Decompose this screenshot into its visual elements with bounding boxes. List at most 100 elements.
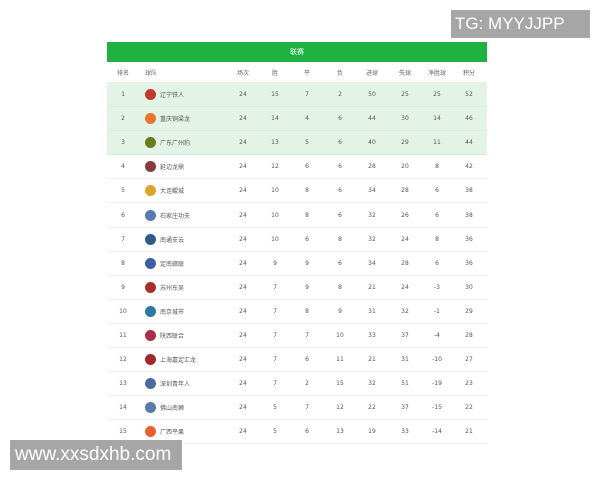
team-name[interactable]: 石家庄功夫 [160,212,191,220]
team-name[interactable]: 上海嘉定汇龙 [160,357,197,365]
drawn-cell: 6 [305,428,309,436]
won-cell: 12 [271,163,279,171]
rank-cell: 7 [121,235,125,243]
team-cell: 广东广州豹 [145,131,190,154]
team-cell: 深圳青年人 [145,372,190,395]
drawn-cell: 7 [305,91,309,99]
points-cell: 21 [465,428,473,436]
watermark-bottom: www.xxsdxhb.com [10,440,182,470]
team-name[interactable]: 陕西联合 [160,332,185,340]
played-cell: 24 [239,163,247,171]
team-name[interactable]: 南京城市 [160,308,185,316]
lost-cell: 9 [338,307,342,315]
drawn-cell: 6 [305,163,309,171]
goal-diff-cell: 14 [433,115,441,123]
rank-cell: 14 [119,404,127,412]
points-cell: 36 [465,259,473,267]
table-row: 3 广东广州豹 24 13 5 6 40 29 11 44 [107,131,487,156]
drawn-cell: 8 [305,187,309,195]
lost-cell: 12 [336,404,344,412]
team-name[interactable]: 重庆铜梁龙 [160,116,191,124]
team-logo-icon [145,354,156,366]
goals-against-cell: 51 [401,380,409,388]
won-cell: 7 [273,356,277,364]
lost-cell: 11 [336,356,344,364]
table-row: 2 重庆铜梁龙 24 14 4 6 44 30 14 46 [107,107,487,132]
goal-diff-cell: 6 [435,187,439,195]
goal-diff-cell: -10 [432,356,442,364]
header-goals-against: 失球 [398,69,411,77]
points-cell: 52 [465,91,473,99]
team-name[interactable]: 佛山南狮 [160,405,185,413]
played-cell: 24 [239,283,247,291]
team-logo-icon [145,89,156,101]
points-cell: 38 [465,187,473,195]
header-goal-diff: 净胜球 [427,69,446,77]
goal-diff-cell: 8 [435,235,439,243]
header-rank: 排名 [116,69,129,77]
team-cell: 定南赣联 [145,252,184,275]
goals-against-cell: 30 [401,115,409,123]
goals-for-cell: 44 [368,115,376,123]
lost-cell: 15 [336,380,344,388]
team-logo-icon [145,233,156,245]
rank-cell: 1 [121,91,125,99]
rank-cell: 11 [119,331,127,339]
points-cell: 46 [465,115,473,123]
lost-cell: 6 [338,163,342,171]
won-cell: 13 [271,139,279,147]
goals-against-cell: 28 [401,187,409,195]
watermark-top: TG: MYYJJPP [451,10,590,38]
played-cell: 24 [239,115,247,123]
goals-against-cell: 31 [401,356,409,364]
played-cell: 24 [239,428,247,436]
goals-against-cell: 37 [401,331,409,339]
drawn-cell: 4 [305,115,309,123]
team-logo-icon [145,209,156,221]
drawn-cell: 8 [305,307,309,315]
team-name[interactable]: 广东广州豹 [160,140,191,148]
team-name[interactable]: 延边龙鼎 [160,164,185,172]
played-cell: 24 [239,211,247,219]
played-cell: 24 [239,187,247,195]
team-name[interactable]: 南通支云 [160,236,185,244]
team-name[interactable]: 苏州东吴 [160,284,185,292]
goals-for-cell: 33 [368,331,376,339]
points-cell: 23 [465,380,473,388]
team-logo-icon [145,305,156,317]
points-cell: 29 [465,307,473,315]
goal-diff-cell: 11 [433,139,441,147]
table-row: 7 南通支云 24 10 6 8 32 24 8 36 [107,228,487,252]
team-name[interactable]: 辽宁铁人 [160,92,185,100]
goals-against-cell: 24 [401,235,409,243]
played-cell: 24 [239,404,247,412]
drawn-cell: 8 [305,211,309,219]
goals-for-cell: 32 [368,235,376,243]
rank-cell: 10 [119,307,127,315]
goals-for-cell: 21 [368,356,376,364]
lost-cell: 6 [338,211,342,219]
goals-for-cell: 21 [368,283,376,291]
points-cell: 38 [465,211,473,219]
rank-cell: 8 [121,259,125,267]
team-name[interactable]: 定南赣联 [160,260,185,268]
table-row: 1 辽宁铁人 24 15 7 2 50 25 25 52 [107,83,487,108]
goals-against-cell: 32 [401,307,409,315]
won-cell: 7 [273,307,277,315]
team-logo-icon [145,426,156,438]
team-name[interactable]: 深圳青年人 [160,381,191,389]
goal-diff-cell: -1 [434,307,440,315]
lost-cell: 2 [338,91,342,99]
team-name[interactable]: 大连鲲城 [160,188,185,196]
team-name[interactable]: 广西平果 [160,429,185,437]
team-logo-icon [145,378,156,390]
lost-cell: 6 [338,187,342,195]
lost-cell: 6 [338,259,342,267]
rank-cell: 13 [119,380,127,388]
team-cell: 南通支云 [145,228,184,251]
header-row: 排名 球队 场次 胜 平 负 进球 失球 净胜球 积分 [107,62,487,83]
table-row: 4 延边龙鼎 24 12 6 6 28 20 8 42 [107,155,487,180]
won-cell: 7 [273,283,277,291]
header-drawn: 平 [303,69,310,77]
rank-cell: 5 [121,187,125,195]
